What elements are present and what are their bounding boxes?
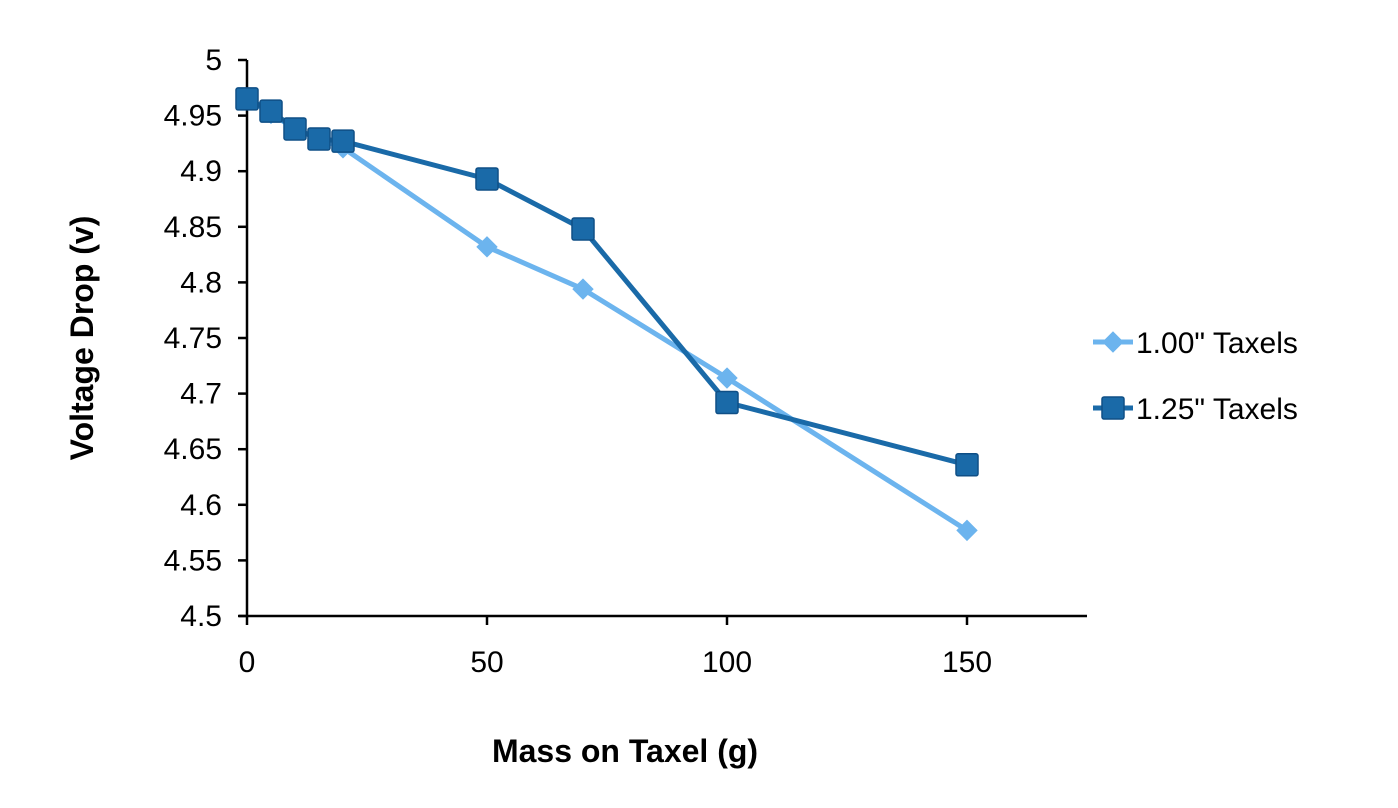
y-tick-label: 4.7 <box>180 378 222 411</box>
data-point <box>259 99 283 123</box>
legend-item-1: 1.00" Taxels <box>1093 327 1298 360</box>
y-axis-ticks: 4.5 4.55 4.6 4.65 4.7 4.75 4.8 4.85 4.9 4.95 5 <box>164 44 247 633</box>
data-point <box>715 390 739 415</box>
data-point <box>235 87 259 111</box>
plot-area <box>235 87 979 542</box>
y-tick-label: 4.85 <box>164 211 222 244</box>
data-point <box>956 519 978 542</box>
y-tick-label: 4.75 <box>164 322 222 355</box>
data-point <box>476 236 498 258</box>
y-tick-label: 4.65 <box>164 433 222 466</box>
data-point <box>955 453 979 477</box>
x-tick-label: 0 <box>239 646 256 679</box>
data-point <box>475 167 499 191</box>
x-tick-label: 100 <box>702 646 752 679</box>
data-point <box>331 129 355 153</box>
x-tick-label: 150 <box>942 646 992 679</box>
data-point <box>572 278 594 300</box>
data-point <box>571 217 595 241</box>
data-point <box>283 117 307 141</box>
legend-label: 1.25" Taxels <box>1136 393 1298 426</box>
legend-marker <box>1102 331 1124 353</box>
y-tick-label: 4.6 <box>180 489 222 522</box>
x-tick-label: 50 <box>470 646 503 679</box>
legend-label: 1.00" Taxels <box>1136 327 1298 360</box>
y-tick-label: 4.9 <box>180 155 222 188</box>
data-point <box>307 127 331 151</box>
y-tick-label: 4.5 <box>180 600 222 633</box>
x-axis-title: Mass on Taxel (g) <box>492 733 758 769</box>
data-point <box>716 367 738 389</box>
y-tick-label: 4.95 <box>164 100 222 133</box>
legend: 1.00" Taxels 1.25" Taxels <box>1093 327 1298 426</box>
series-line <box>245 96 969 533</box>
series-2 <box>235 87 979 477</box>
y-axis-title: Voltage Drop (v) <box>64 216 100 461</box>
y-tick-label: 4.55 <box>164 544 222 577</box>
y-tick-label: 5 <box>205 44 222 77</box>
series-1 <box>236 88 978 542</box>
y-tick-label: 4.8 <box>180 266 222 299</box>
legend-item-2: 1.25" Taxels <box>1093 393 1298 426</box>
x-axis-ticks: 0 50 100 150 <box>239 616 992 679</box>
legend-marker <box>1101 396 1125 420</box>
